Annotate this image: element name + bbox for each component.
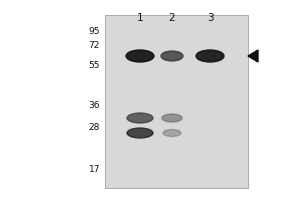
Text: 36: 36 [88,102,100,110]
Ellipse shape [161,51,183,61]
Ellipse shape [163,130,181,136]
Ellipse shape [126,50,154,62]
Ellipse shape [127,128,153,138]
Text: 28: 28 [88,122,100,132]
Text: 72: 72 [88,42,100,50]
Text: 1: 1 [137,13,143,23]
Polygon shape [248,50,258,62]
Ellipse shape [127,113,153,123]
Text: 17: 17 [88,166,100,174]
Bar [105,15,248,188]
Text: 2: 2 [169,13,175,23]
Ellipse shape [162,114,182,122]
Text: 3: 3 [207,13,213,23]
Ellipse shape [196,50,224,62]
Text: 95: 95 [88,27,100,36]
Text: 55: 55 [88,60,100,70]
